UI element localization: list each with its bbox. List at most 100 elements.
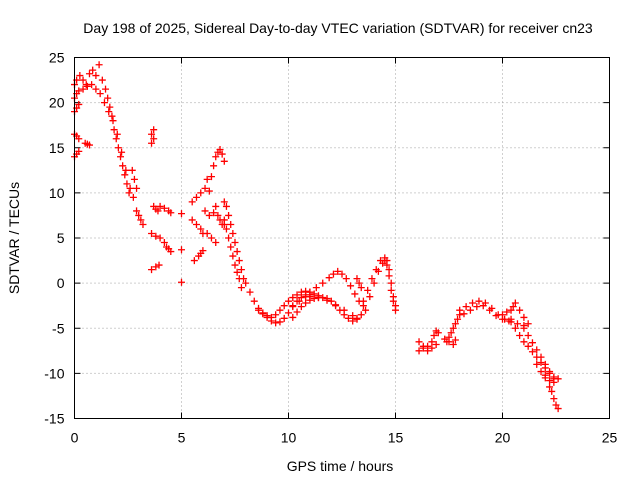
data-point: [129, 193, 137, 201]
data-point: [537, 353, 545, 361]
data-point: [528, 339, 536, 347]
data-point: [507, 306, 515, 314]
data-point: [222, 225, 230, 233]
data-point: [276, 318, 284, 326]
data-point: [197, 189, 205, 197]
data-point: [212, 202, 220, 210]
data-point: [148, 139, 156, 147]
data-point: [554, 405, 562, 413]
data-point: [263, 313, 271, 321]
data-point: [235, 275, 243, 283]
data-point: [340, 306, 348, 314]
data-point: [552, 401, 560, 409]
data-point: [297, 303, 305, 311]
x-tick-label: 25: [602, 430, 618, 446]
series-arc-16-17h-b: [415, 338, 440, 355]
data-point: [513, 320, 521, 328]
data-point: [364, 286, 372, 294]
data-point: [550, 378, 558, 386]
data-point: [118, 148, 126, 156]
data-point: [235, 257, 243, 265]
data-point: [197, 225, 205, 233]
data-point: [516, 306, 524, 314]
data-point: [353, 275, 361, 283]
data-point: [150, 126, 158, 134]
data-point: [546, 383, 554, 391]
data-point: [351, 290, 359, 298]
data-point: [83, 82, 91, 90]
data-point: [469, 299, 477, 307]
data-point: [424, 347, 432, 355]
data-point: [449, 340, 457, 348]
data-point: [75, 100, 83, 108]
data-point: [359, 297, 367, 305]
data-point: [75, 87, 83, 95]
data-point: [102, 85, 110, 93]
data-point: [218, 150, 226, 158]
data-point: [374, 267, 382, 275]
data-point: [280, 314, 288, 322]
data-point: [323, 296, 331, 304]
data-point: [137, 216, 145, 224]
data-point: [415, 347, 423, 355]
data-point: [272, 311, 280, 319]
data-point: [479, 302, 487, 310]
data-point: [520, 324, 528, 332]
y-tick-label: 25: [49, 50, 65, 66]
data-point: [267, 317, 275, 325]
data-point: [220, 220, 228, 228]
series-arc-2-3h: [128, 166, 141, 192]
y-tick-label: 15: [49, 140, 65, 156]
series-arc-17.5-18h: [443, 311, 464, 346]
data-point: [554, 375, 562, 383]
data-point: [537, 368, 545, 376]
data-point: [355, 279, 363, 287]
data-point: [524, 320, 532, 328]
data-point: [216, 146, 224, 154]
x-tick-label: 10: [281, 430, 297, 446]
data-point: [507, 315, 515, 323]
data-point: [123, 180, 131, 188]
data-point: [207, 173, 215, 181]
data-point: [541, 360, 549, 368]
data-point: [167, 209, 175, 217]
data-point: [503, 308, 511, 316]
data-point: [199, 247, 207, 255]
data-point: [79, 76, 87, 84]
series-arc-6.3-6.7h: [203, 229, 220, 247]
data-point: [349, 312, 357, 320]
data-point: [148, 266, 156, 274]
data-point: [192, 220, 200, 228]
series-arc-13.6-15h-b: [362, 257, 399, 314]
data-point: [451, 336, 459, 344]
series-arc-5.5-6h-mid: [188, 216, 207, 237]
data-point: [133, 207, 141, 215]
data-point: [130, 175, 138, 183]
data-point: [511, 324, 519, 332]
series-arc-21-22.6h: [520, 324, 562, 383]
data-point: [112, 135, 120, 143]
data-point: [353, 314, 361, 322]
data-point: [227, 243, 235, 251]
y-axis-label: SDTVAR / TECUs: [6, 182, 22, 294]
data-point: [434, 329, 442, 337]
data-point: [150, 135, 158, 143]
data-point: [227, 220, 235, 228]
series-arc-early-d: [71, 147, 83, 161]
data-point: [113, 130, 121, 138]
data-point: [79, 85, 87, 93]
data-point: [128, 166, 136, 174]
data-point: [92, 85, 100, 93]
y-tick-label: -5: [52, 320, 65, 336]
series-arc-10-13h-upper: [289, 267, 367, 310]
data-point: [385, 266, 393, 274]
data-point: [233, 268, 241, 276]
series-arc-18-20h: [456, 297, 528, 330]
series-arc-17.4-17.8h: [441, 335, 459, 348]
data-point: [289, 313, 297, 321]
data-point: [233, 248, 241, 256]
data-point: [154, 207, 162, 215]
data-point: [342, 275, 350, 283]
data-point: [212, 239, 220, 247]
data-point: [533, 360, 541, 368]
